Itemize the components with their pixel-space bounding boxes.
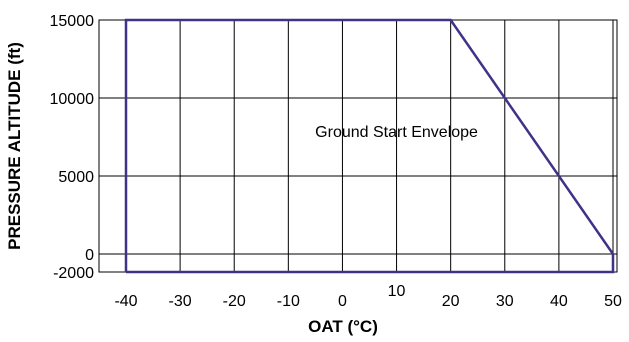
x-tick-label: -20	[223, 293, 246, 310]
series-layer	[124, 18, 615, 274]
y-tick-label: -2000	[53, 265, 94, 282]
y-tick-label: 5000	[58, 169, 94, 186]
envelope-annotation: Ground Start Envelope	[315, 124, 478, 141]
x-tick-label: -30	[169, 293, 192, 310]
x-tick-label: 10	[388, 283, 406, 300]
envelope-line	[124, 18, 615, 274]
x-tick-label: 20	[442, 293, 460, 310]
x-tick-labels: -40 -30 -20 -10 0 10 20 30 40 50	[114, 283, 622, 310]
annotations: Ground Start Envelope	[315, 124, 478, 141]
x-tick-label: 0	[338, 293, 347, 310]
x-tick-label: 30	[496, 293, 514, 310]
x-tick-label: 40	[550, 293, 568, 310]
y-tick-label: 15000	[50, 13, 95, 30]
y-axis-title: PRESSURE ALTITUDE (ft)	[5, 42, 24, 250]
x-tick-label: -40	[114, 293, 137, 310]
x-axis-title: OAT (°C)	[308, 317, 378, 336]
y-tick-label: 10000	[50, 91, 95, 108]
x-tick-label: -10	[277, 293, 300, 310]
x-tick-label: 50	[604, 293, 622, 310]
y-tick-label: 0	[85, 247, 94, 264]
